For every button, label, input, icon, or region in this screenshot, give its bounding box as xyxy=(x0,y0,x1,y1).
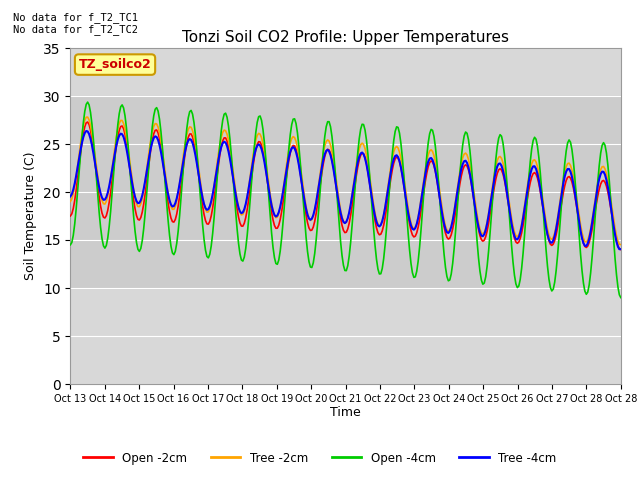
X-axis label: Time: Time xyxy=(330,407,361,420)
Legend: Open -2cm, Tree -2cm, Open -4cm, Tree -4cm: Open -2cm, Tree -2cm, Open -4cm, Tree -4… xyxy=(79,447,561,469)
Text: No data for f_T2_TC2: No data for f_T2_TC2 xyxy=(13,24,138,35)
Y-axis label: Soil Temperature (C): Soil Temperature (C) xyxy=(24,152,38,280)
Text: No data for f_T2_TC1: No data for f_T2_TC1 xyxy=(13,12,138,23)
Bar xyxy=(70,96,621,288)
Title: Tonzi Soil CO2 Profile: Upper Temperatures: Tonzi Soil CO2 Profile: Upper Temperatur… xyxy=(182,30,509,46)
Text: TZ_soilco2: TZ_soilco2 xyxy=(79,58,152,71)
